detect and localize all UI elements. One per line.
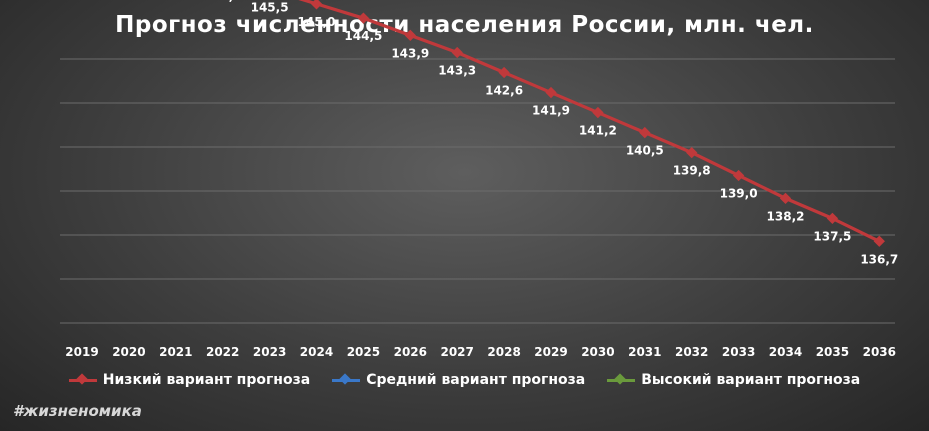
data-label-low: 143,9 xyxy=(391,46,429,60)
series-line-low xyxy=(298,0,881,243)
data-label-low: 138,2 xyxy=(767,209,805,223)
x-tick-label: 2019 xyxy=(65,345,98,359)
data-point-low xyxy=(451,46,463,59)
x-tick-label: 2036 xyxy=(863,345,896,359)
x-tick-label: 2020 xyxy=(112,345,145,359)
x-tick-label: 2021 xyxy=(159,345,192,359)
x-tick-label: 2027 xyxy=(440,345,473,359)
data-point-low xyxy=(404,29,416,41)
data-label-low: 139,8 xyxy=(673,164,711,178)
x-tick-label: 2034 xyxy=(769,345,802,359)
data-point-low xyxy=(873,235,885,247)
legend-item-high: Высокий вариант прогноза xyxy=(607,372,860,388)
x-tick-label: 2028 xyxy=(487,345,520,359)
data-label-low: 145,9 xyxy=(204,0,242,3)
legend-label-high: Высокий вариант прогноза xyxy=(641,372,861,388)
x-tick-label: 2024 xyxy=(300,345,333,359)
x-tick-label: 2029 xyxy=(534,345,567,359)
data-point-low xyxy=(779,192,792,205)
x-tick-label: 2031 xyxy=(628,345,661,359)
x-tick-label: 2033 xyxy=(722,345,755,359)
x-tick-label: 2032 xyxy=(675,345,708,359)
x-tick-label: 2023 xyxy=(253,345,286,359)
data-point-low xyxy=(592,106,604,119)
hashtag-watermark: #жизненомика xyxy=(13,402,142,420)
x-tick-label: 2025 xyxy=(347,345,380,359)
data-label-low: 140,5 xyxy=(626,144,664,158)
legend: Низкий вариант прогноза Средний вариант … xyxy=(0,372,929,388)
legend-swatch-high xyxy=(607,373,636,385)
data-point-low xyxy=(686,146,698,159)
legend-label-low: Низкий вариант прогноза xyxy=(102,372,311,388)
data-label-low: 141,9 xyxy=(532,104,570,118)
data-point-low xyxy=(545,86,557,99)
data-label-low: 145,5 xyxy=(251,1,289,15)
legend-item-low: Низкий вариант прогноза xyxy=(68,372,311,388)
legend-item-mid: Средний вариант прогноза xyxy=(332,372,585,388)
data-point-low xyxy=(732,169,745,182)
legend-swatch-mid xyxy=(332,373,361,385)
data-label-low: 143,3 xyxy=(438,64,476,78)
data-label-low: 136,7 xyxy=(860,252,898,266)
x-tick-label: 2026 xyxy=(394,345,427,359)
data-label-low: 139,0 xyxy=(720,186,758,200)
legend-label-mid: Средний вариант прогноза xyxy=(366,372,586,388)
data-label-low: 144,5 xyxy=(344,29,382,43)
x-tick-label: 2035 xyxy=(816,345,849,359)
data-point-low xyxy=(639,126,651,139)
data-label-low: 141,2 xyxy=(579,124,617,138)
legend-swatch-low xyxy=(68,373,97,385)
x-tick-label: 2022 xyxy=(206,345,239,359)
data-label-low: 145,0 xyxy=(298,15,336,29)
chart-title: Прогноз численности населения России, мл… xyxy=(115,12,814,38)
x-tick-label: 2030 xyxy=(581,345,614,359)
data-point-low xyxy=(826,212,839,225)
data-point-low xyxy=(357,12,370,24)
data-point-low xyxy=(498,66,510,79)
data-label-low: 137,5 xyxy=(813,229,851,243)
data-label-low: 142,6 xyxy=(485,84,523,98)
